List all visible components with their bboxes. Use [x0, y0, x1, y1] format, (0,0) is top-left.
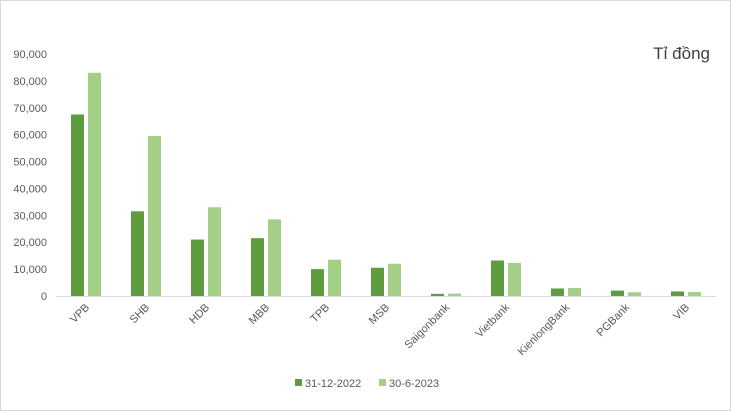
x-tick-label: PGBank	[595, 301, 633, 339]
x-tick-label: Saigonbank	[403, 301, 453, 351]
x-tick-label: KienlongBank	[516, 301, 573, 358]
bar-saigonbank-series-1	[431, 293, 444, 296]
bar-vietbank-series-1	[491, 260, 504, 296]
bar-hdb-series-2	[208, 207, 221, 296]
x-axis: VPB SHB HDB MBB TPB MSB Saigonbank Vietbank Kien…	[68, 301, 692, 358]
bar-shb-series-1	[131, 211, 144, 296]
x-tick-label: VIB	[671, 302, 692, 323]
y-tick-label: 80,000	[13, 76, 47, 88]
bar-saigonbank-series-2	[448, 293, 461, 296]
bar-vietbank-series-2	[508, 262, 521, 296]
y-tick-label: 60,000	[13, 130, 47, 142]
bar-pgbank-series-2	[628, 292, 641, 296]
y-tick-label: 90,000	[13, 49, 47, 61]
bar-msb-series-1	[371, 267, 384, 296]
bar-kienlongbank-series-2	[568, 287, 581, 296]
legend-swatch	[295, 379, 302, 386]
bar-pgbank-series-1	[611, 290, 624, 296]
legend-swatch	[379, 379, 386, 386]
bar-mbb-series-2	[268, 219, 281, 296]
bars	[71, 72, 701, 296]
y-tick-label: 70,000	[13, 103, 47, 115]
bar-msb-series-2	[388, 263, 401, 296]
y-tick-label: 30,000	[13, 210, 47, 222]
bar-tpb-series-1	[311, 269, 324, 296]
x-tick-label: Vietbank	[474, 301, 513, 340]
bar-vib-series-2	[688, 291, 701, 296]
chart-title: Tỉ đồng	[653, 44, 710, 63]
y-axis: 0 10,000 20,000 30,000 40,000 50,000 60,000 70,…	[13, 49, 47, 303]
bar-vib-series-1	[671, 291, 684, 296]
x-tick-label: TPB	[308, 302, 332, 326]
y-tick-label: 10,000	[13, 264, 47, 276]
bar-kienlongbank-series-1	[551, 288, 564, 296]
bar-vpb-series-2	[88, 72, 101, 296]
x-tick-label: MBB	[247, 302, 272, 327]
bar-vpb-series-1	[71, 114, 84, 296]
x-tick-label: VPB	[68, 302, 92, 326]
x-tick-label: SHB	[128, 302, 152, 326]
y-tick-label: 0	[41, 291, 47, 303]
y-tick-label: 50,000	[13, 157, 47, 169]
x-tick-label: MSB	[367, 302, 392, 327]
legend-label: 30-6-2023	[389, 378, 439, 390]
bar-hdb-series-1	[191, 239, 204, 296]
bar-tpb-series-2	[328, 259, 341, 296]
y-tick-label: 40,000	[13, 183, 47, 195]
legend-label: 31-12-2022	[305, 378, 361, 390]
x-tick-label: HDB	[187, 302, 212, 327]
y-tick-label: 20,000	[13, 237, 47, 249]
bar-mbb-series-1	[251, 238, 264, 296]
bar-shb-series-2	[148, 136, 161, 296]
legend: 31-12-2022 30-6-2023	[295, 378, 439, 390]
